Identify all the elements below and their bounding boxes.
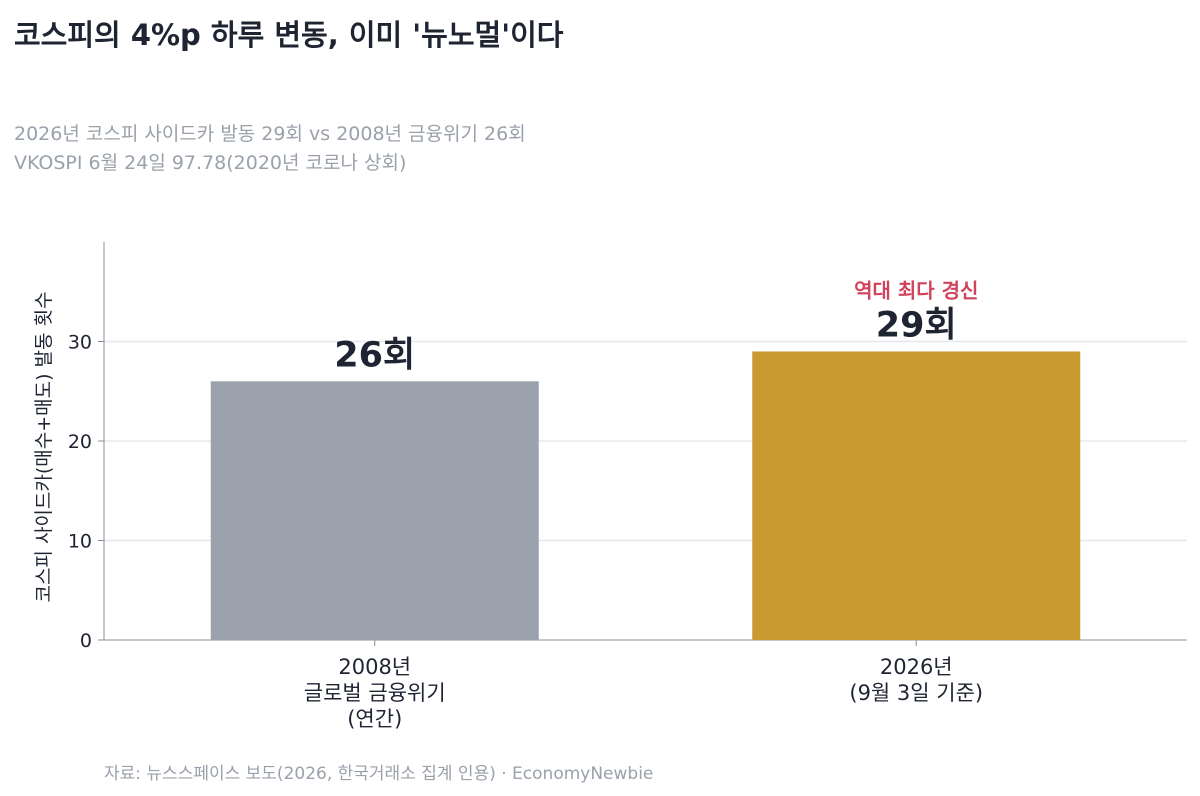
x-tick-label: 2008년: [338, 655, 411, 679]
y-tick-label: 10: [68, 531, 92, 553]
data-label: 26회: [334, 335, 415, 375]
y-tick-label: 30: [68, 332, 92, 354]
annotation-record-high: 역대 최다 경신: [854, 278, 978, 302]
x-tick-label: 글로벌 금융위기: [304, 681, 446, 705]
bar: [210, 381, 539, 640]
y-axis-label: 코스피 사이드카(매수+매도) 발동 횟수: [33, 291, 55, 602]
bar: [752, 351, 1081, 640]
x-tick-label: (9월 3일 기준): [849, 681, 983, 705]
y-tick-label: 0: [80, 630, 92, 652]
data-label: 29회: [876, 305, 957, 345]
x-tick-label: (연간): [347, 707, 402, 731]
subtitle-line-1: 2026년 코스피 사이드카 발동 29회 vs 2008년 금융위기 26회: [14, 123, 526, 145]
chart-subtitle: 2026년 코스피 사이드카 발동 29회 vs 2008년 금융위기 26회 …: [14, 120, 526, 178]
chart-title: 코스피의 4%p 하루 변동, 이미 '뉴노멀'이다: [14, 18, 564, 52]
x-tick-label: 2026년: [880, 655, 953, 679]
subtitle-line-2: VKOSPI 6월 24일 97.78(2020년 코로나 상회): [14, 152, 407, 174]
source-note: 자료: 뉴스스페이스 보도(2026, 한국거래소 집계 인용) · Econo…: [104, 764, 654, 784]
y-tick-label: 20: [68, 431, 92, 453]
